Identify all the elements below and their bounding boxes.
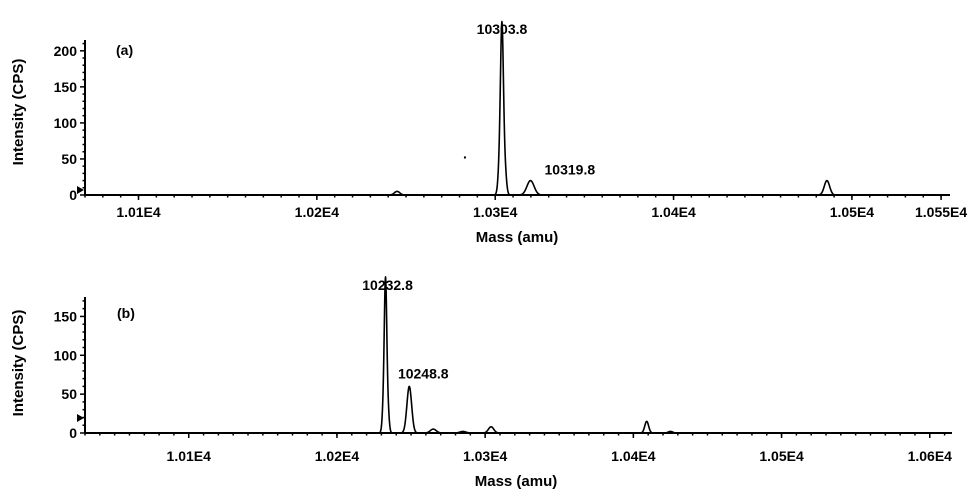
x-tick-label: 1.05E4 bbox=[830, 204, 875, 220]
x-ticks: 1.01E4 1.02E4 1.03E4 1.04E4 1.05E4 1.055E4 bbox=[84, 195, 967, 220]
y-tick-label: 0 bbox=[69, 425, 77, 441]
y-tick-label: 100 bbox=[54, 347, 78, 363]
peak-label: 10319.8 bbox=[545, 162, 596, 178]
origin-marker bbox=[77, 414, 84, 422]
peak-label: 10248.8 bbox=[398, 365, 449, 381]
x-tick-label: 1.05E4 bbox=[759, 448, 804, 464]
spectrum-trace bbox=[84, 20, 951, 196]
x-tick-label: 1.06E4 bbox=[908, 448, 953, 464]
x-tick-label: 1.04E4 bbox=[611, 448, 656, 464]
spectrum-panel-b: 1.01E4 1.02E4 1.03E4 1.04E4 1.05E4 1.06E4 0 50… bbox=[10, 276, 953, 490]
y-tick-label: 0 bbox=[69, 187, 77, 203]
y-ticks: 0 50 100 150 200 bbox=[54, 43, 85, 203]
stray-dot: · bbox=[463, 149, 468, 165]
panel-label: (a) bbox=[116, 42, 133, 58]
y-tick-label: 50 bbox=[61, 151, 77, 167]
x-axis-title: Mass (amu) bbox=[476, 229, 559, 246]
y-tick-label: 100 bbox=[54, 115, 78, 131]
spectrum-trace bbox=[84, 276, 953, 434]
y-tick-label: 200 bbox=[54, 43, 78, 59]
y-axis-title: Intensity (CPS) bbox=[10, 59, 27, 166]
origin-marker bbox=[77, 186, 84, 194]
peak-annotations: 10303.8 10319.8 bbox=[477, 21, 596, 177]
x-tick-label: 1.01E4 bbox=[116, 204, 161, 220]
y-ticks: 0 50 100 150 bbox=[54, 300, 85, 441]
y-tick-label: 50 bbox=[61, 386, 77, 402]
x-ticks: 1.01E4 1.02E4 1.03E4 1.04E4 1.05E4 1.06E4 bbox=[84, 433, 953, 464]
peak-label: 10232.8 bbox=[362, 277, 413, 293]
y-axis-title: Intensity (CPS) bbox=[10, 310, 27, 417]
x-tick-label: 1.02E4 bbox=[315, 448, 360, 464]
y-tick-label: 150 bbox=[54, 308, 78, 324]
peak-annotations: 10232.8 10248.8 bbox=[362, 277, 449, 382]
x-tick-label: 1.02E4 bbox=[295, 204, 340, 220]
x-tick-label: 1.03E4 bbox=[473, 204, 518, 220]
panel-label: (b) bbox=[117, 305, 135, 321]
x-axis-title: Mass (amu) bbox=[475, 473, 558, 490]
peak-label: 10303.8 bbox=[477, 21, 528, 37]
x-tick-label: 1.03E4 bbox=[463, 448, 508, 464]
x-tick-label: 1.04E4 bbox=[651, 204, 696, 220]
y-tick-label: 150 bbox=[54, 79, 78, 95]
x-tick-label: 1.01E4 bbox=[167, 448, 212, 464]
spectrum-panel-a: 1.01E4 1.02E4 1.03E4 1.04E4 1.05E4 1.055E4 0 5… bbox=[10, 20, 967, 246]
x-tick-label: 1.055E4 bbox=[915, 204, 967, 220]
